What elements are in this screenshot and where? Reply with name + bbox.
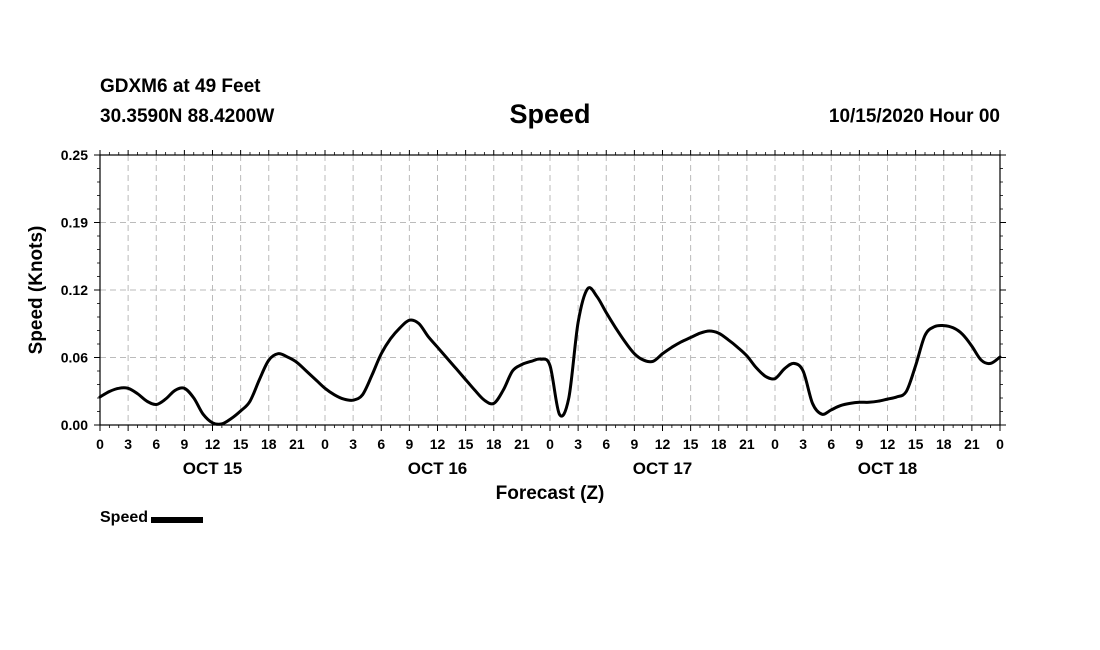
x-tick-label: 6 [602, 436, 610, 452]
x-tick-label: 6 [152, 436, 160, 452]
x-tick-label: 0 [546, 436, 554, 452]
x-tick-label: 0 [321, 436, 329, 452]
x-tick-label: 9 [630, 436, 638, 452]
x-tick-label: 21 [289, 436, 305, 452]
x-tick-label: 3 [349, 436, 357, 452]
x-tick-label: 15 [683, 436, 699, 452]
x-tick-label: 3 [124, 436, 132, 452]
x-tick-label: 18 [936, 436, 952, 452]
axis-tick-labels: 0 3 6 9 12 15 18 21 0 3 6 9 12 15 18 21 0 3 6 9 12 15 18 21 0 3 6 9… [61, 147, 1004, 478]
x-tick-label: 6 [377, 436, 385, 452]
x-tick-label: 21 [964, 436, 980, 452]
x-tick-label: 21 [739, 436, 755, 452]
x-tick-label: 12 [205, 436, 221, 452]
grid-lines [100, 155, 1000, 425]
day-label: OCT 15 [183, 459, 243, 478]
y-axis-label: Speed (Knots) [26, 225, 47, 355]
legend-label: Speed [100, 509, 149, 526]
x-tick-label: 15 [458, 436, 474, 452]
y-tick-label: 0.25 [61, 147, 88, 163]
x-tick-label: 3 [574, 436, 582, 452]
x-tick-label: 18 [486, 436, 502, 452]
speed-series-line [98, 286, 1002, 426]
axis-ticks [94, 150, 1006, 431]
x-tick-label: 0 [771, 436, 779, 452]
x-tick-label: 9 [405, 436, 413, 452]
series-layer [98, 286, 1002, 426]
x-tick-label: 12 [880, 436, 896, 452]
y-tick-label: 0.12 [61, 282, 88, 298]
x-tick-label: 3 [799, 436, 807, 452]
station-label: GDXM6 at 49 Feet [100, 76, 261, 97]
legend: Speed [100, 509, 204, 527]
coordinates-label: 30.3590N 88.4200W [100, 106, 275, 127]
x-tick-label: 6 [827, 436, 835, 452]
x-tick-label: 18 [261, 436, 277, 452]
day-label: OCT 16 [408, 459, 468, 478]
x-tick-label: 12 [430, 436, 446, 452]
x-axis-label: Forecast (Z) [495, 483, 605, 504]
y-tick-label: 0.00 [61, 417, 88, 433]
day-label: OCT 17 [633, 459, 693, 478]
run-date-label: 10/15/2020 Hour 00 [828, 106, 1000, 127]
y-tick-label: 0.06 [61, 350, 88, 366]
x-tick-label: 9 [855, 436, 863, 452]
x-tick-label: 15 [233, 436, 249, 452]
day-label: OCT 18 [858, 459, 918, 478]
x-tick-label: 21 [514, 436, 530, 452]
x-tick-label: 0 [96, 436, 104, 452]
x-tick-label: 15 [908, 436, 924, 452]
legend-swatch [151, 517, 204, 523]
y-tick-label: 0.19 [61, 215, 88, 231]
x-tick-label: 9 [180, 436, 188, 452]
x-tick-label: 12 [655, 436, 671, 452]
chart-title: Speed [509, 99, 591, 129]
x-tick-label: 18 [711, 436, 727, 452]
x-tick-label: 0 [996, 436, 1004, 452]
